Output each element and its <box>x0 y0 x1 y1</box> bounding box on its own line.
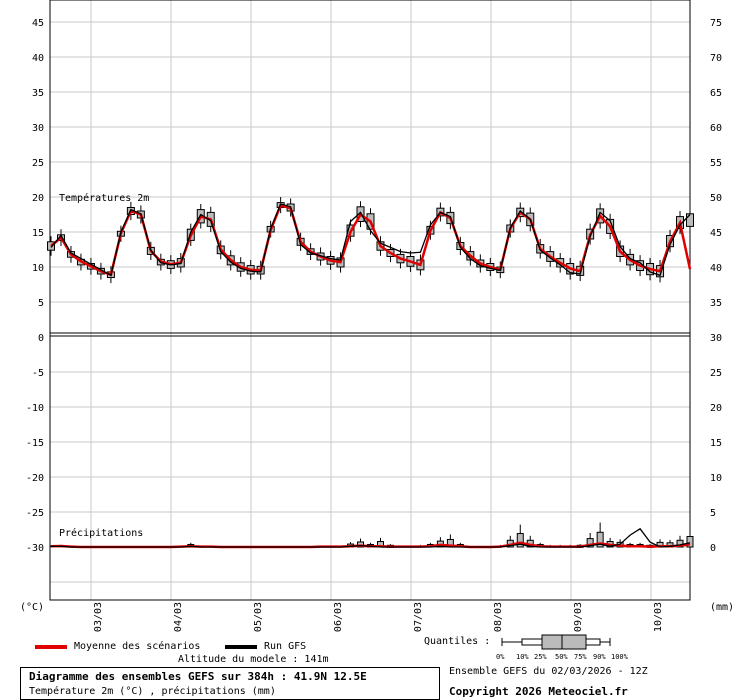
right-unit: (mm) <box>710 602 734 613</box>
ensemble-run-text: Ensemble GEFS du 02/03/2026 - 12Z <box>449 666 648 677</box>
altitude-text: Altitude du modele : 141m <box>178 654 329 665</box>
y-tick-label-left: 5 <box>38 298 44 309</box>
y-tick-label-right: 40 <box>710 263 722 274</box>
y-tick-label-right: 10 <box>710 473 722 484</box>
y-tick-label-right: 30 <box>710 333 722 344</box>
x-tick-label: 05/03 <box>253 602 264 632</box>
precip-box <box>586 538 594 548</box>
x-tick-label: 04/03 <box>173 602 184 632</box>
y-tick-label-right: 0 <box>710 543 716 554</box>
gfs-legend-swatch <box>225 645 257 649</box>
y-tick-label-right: 60 <box>710 123 722 134</box>
gfs-legend-label: Run GFS <box>264 641 307 652</box>
y-tick-label-left: -30 <box>26 543 44 554</box>
y-tick-label-right: 45 <box>710 228 722 239</box>
y-tick-label-right: 15 <box>710 438 722 449</box>
y-tick-label-right: 75 <box>710 18 722 29</box>
q-tick-0: 0% <box>496 653 505 661</box>
copyright-text: Copyright 2026 Meteociel.fr <box>449 685 628 698</box>
quantile-legend-box: 0% 10% 25% 50% 75% 90% 100% <box>496 634 629 661</box>
x-tick-label: 10/03 <box>653 602 664 632</box>
x-tick-label: 09/03 <box>573 602 584 632</box>
mean-legend-label: Moyenne des scénarios <box>74 641 201 652</box>
left-unit: (°C) <box>20 602 44 613</box>
footer-title-box: Diagramme des ensembles GEFS sur 384h : … <box>20 667 440 700</box>
y-tick-label-right: 55 <box>710 158 722 169</box>
y-tick-label-left: 30 <box>32 123 44 134</box>
footer-subtitle: Température 2m (°C) , précipitations (mm… <box>29 686 276 697</box>
y-tick-label-left: 0 <box>38 333 44 344</box>
footer-title: Diagramme des ensembles GEFS sur 384h : … <box>29 670 367 683</box>
q-tick-4: 75% <box>574 653 587 661</box>
plot-frame <box>49 0 691 601</box>
quantiles-label: Quantiles : <box>424 636 491 647</box>
y-tick-label-left: -25 <box>26 508 44 519</box>
x-tick-label: 03/03 <box>93 602 104 632</box>
temp-gfs-line <box>50 203 691 277</box>
y-tick-label-left: 15 <box>32 228 44 239</box>
mean-legend-swatch <box>35 645 67 649</box>
y-tick-label-left: 20 <box>32 193 44 204</box>
q-tick-5: 90% <box>593 653 606 661</box>
x-tick-label: 06/03 <box>333 602 344 632</box>
temp-box <box>686 213 694 227</box>
precip-box <box>516 533 524 548</box>
y-tick-label-left: 35 <box>32 88 44 99</box>
precip-panel-label: Précipitations <box>59 527 143 539</box>
y-tick-label-left: 10 <box>32 263 44 274</box>
y-tick-label-right: 5 <box>710 508 716 519</box>
q-tick-3: 50% <box>555 653 568 661</box>
y-tick-label-left: -15 <box>26 438 44 449</box>
precip-box <box>596 531 604 548</box>
y-tick-label-left: -20 <box>26 473 44 484</box>
y-tick-label-right: 50 <box>710 193 722 204</box>
q-tick-2: 25% <box>534 653 547 661</box>
temp-panel-label: Températures 2m <box>59 192 149 204</box>
y-tick-label-right: 70 <box>710 53 722 64</box>
y-tick-label-left: 40 <box>32 53 44 64</box>
y-tick-label-left: 25 <box>32 158 44 169</box>
q-tick-6: 100% <box>611 653 629 661</box>
y-tick-label-right: 35 <box>710 298 722 309</box>
grid <box>50 0 690 600</box>
precip-box <box>686 536 694 548</box>
y-tick-label-right: 65 <box>710 88 722 99</box>
y-tick-label-left: 45 <box>32 18 44 29</box>
y-tick-label-right: 20 <box>710 403 722 414</box>
x-tick-label: 08/03 <box>493 602 504 632</box>
q-tick-1: 10% <box>516 653 529 661</box>
y-tick-label-right: 25 <box>710 368 722 379</box>
precip-gfs-line <box>51 527 691 548</box>
y-tick-label-left: -10 <box>26 403 44 414</box>
marks <box>47 197 694 549</box>
y-tick-label-left: -5 <box>32 368 44 379</box>
x-tick-label: 07/03 <box>413 602 424 632</box>
